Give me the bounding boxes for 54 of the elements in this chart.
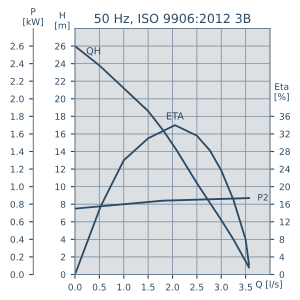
chart-title: 50 Hz, ISO 9906:2012 3B <box>94 14 250 24</box>
y-tick-label: 16 <box>55 130 66 138</box>
series-label: P2 <box>258 194 268 201</box>
x-tick-label: 0.5 <box>92 284 106 291</box>
series-label: ETA <box>166 112 184 120</box>
y2-tick-label: 16 <box>280 200 290 208</box>
series-label: QH <box>86 47 100 56</box>
y3-tick-label: 2.4 <box>10 60 24 68</box>
y-tick-label: 0 <box>60 271 66 278</box>
y2-tick-label: 20 <box>280 183 290 190</box>
y-tick-label: 6 <box>60 218 66 226</box>
y-tick-label: 2 <box>60 254 66 260</box>
y2-tick-label: 8 <box>280 236 284 243</box>
x-tick-label: 1.5 <box>142 284 155 291</box>
y-tick-label: 26 <box>55 42 66 50</box>
x-axis-title: Q [l/s] <box>256 280 282 289</box>
y2-tick-label: 4 <box>279 254 284 260</box>
y3-tick-label: 0.8 <box>10 200 24 208</box>
y2-tick-label: 24 <box>280 166 290 172</box>
y2-tick-label: 28 <box>280 148 290 156</box>
y3-tick-label: 1.2 <box>10 166 24 172</box>
y3-tick-label: 1.0 <box>10 183 24 190</box>
y-tick-label: 24 <box>55 60 66 68</box>
y-tick-label: 18 <box>55 113 66 120</box>
y3-tick-label: 2.2 <box>10 78 24 85</box>
x-tick-label: 2.0 <box>166 284 180 291</box>
y-tick-label: 8 <box>60 200 66 208</box>
y3-tick-label: 1.8 <box>10 113 24 120</box>
y2-tick-label: 12 <box>280 218 290 226</box>
y-tick-label: 10 <box>55 183 66 190</box>
y3-tick-label: 2.0 <box>10 96 24 102</box>
x-tick-label: 1.0 <box>118 284 130 291</box>
y-tick-label: 4 <box>60 236 66 243</box>
x-tick-label: 3.0 <box>214 284 228 291</box>
y2-tick-label: 36 <box>280 113 290 120</box>
y3-tick-label: 0.6 <box>10 218 24 226</box>
y2-tick-label: 32 <box>280 130 290 138</box>
x-tick-label: 3.5 <box>239 284 252 291</box>
x-tick-label: 2.5 <box>190 284 204 291</box>
y-tick-label: 22 <box>55 78 66 85</box>
x-tick-label: 0.0 <box>68 284 82 291</box>
y2-tick-label: 0 <box>280 271 284 278</box>
y3-tick-label: 1.6 <box>10 130 24 138</box>
y3-tick-label: 0.0 <box>10 271 24 278</box>
y3-axis-title: P [kW] <box>23 8 43 26</box>
y3-tick-label: 0.2 <box>10 254 24 260</box>
y3-tick-label: 0.4 <box>10 236 24 243</box>
y3-tick-label: 1.4 <box>10 148 24 155</box>
y3-tick-label: 2.6 <box>10 42 24 50</box>
y2-axis-title: Eta [%] <box>274 83 289 102</box>
y-tick-label: 14 <box>55 148 66 155</box>
y-tick-label: 20 <box>55 96 66 102</box>
y-axis-title: H [m] <box>55 12 70 30</box>
y-tick-label: 12 <box>55 166 66 172</box>
